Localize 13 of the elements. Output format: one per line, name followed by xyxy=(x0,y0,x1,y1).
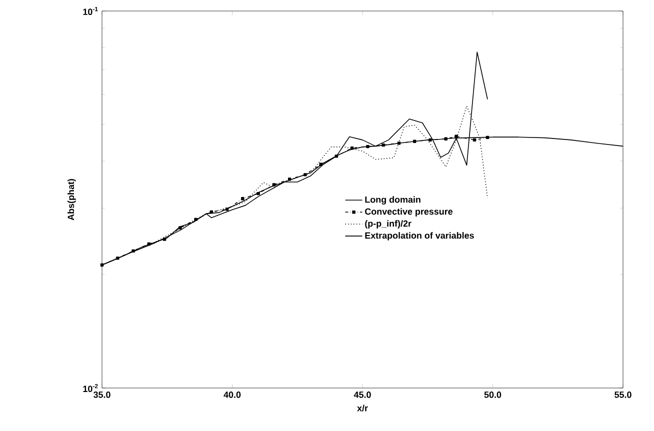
x-tick-label: 55.0 xyxy=(614,392,632,398)
x-tick-label: 50.0 xyxy=(484,392,502,398)
y-axis-title: Abs(phat) xyxy=(67,179,76,220)
x-tick-label: 45.0 xyxy=(354,392,371,398)
y-tick-label: 10$^{-2}$ xyxy=(83,384,98,392)
legend-label: Long domain xyxy=(365,196,420,205)
x-tick-label: 40.0 xyxy=(224,392,241,398)
y-tick-label: 10$^{-1}$ xyxy=(83,7,98,16)
legend-label: (p-p_inf)/2r xyxy=(365,220,412,228)
x-tick-label: 35.0 xyxy=(93,392,110,398)
legend-label: Convective pressure xyxy=(365,208,453,216)
x-axis-title: x/r xyxy=(357,404,368,412)
legend-label: Extrapolation of variables xyxy=(365,232,474,240)
